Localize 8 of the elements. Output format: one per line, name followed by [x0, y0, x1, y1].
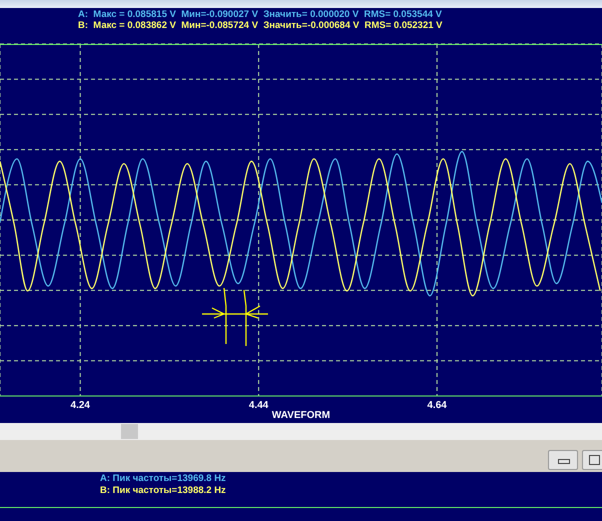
x-tick-label: 4.64	[427, 400, 448, 412]
text: B: Пик частоты=13988.2 Hz	[100, 485, 226, 496]
x-tick-label: 4.24	[70, 400, 90, 412]
x-tick-label: 4.44	[248, 400, 269, 412]
text: A: Пик частоты=13969.8 Hz	[100, 473, 226, 484]
x-axis-title: WAVEFORM	[272, 410, 330, 421]
text: A: Макс = 0.085815 V Мин=-0.090027 V Значить= 0.000020 V RMS= 0.053544 V	[78, 9, 442, 20]
text: B: Макс = 0.083862 V Мин=-0.085724 V Значить=-0.000684 V RMS= 0.052321 V	[78, 20, 442, 31]
